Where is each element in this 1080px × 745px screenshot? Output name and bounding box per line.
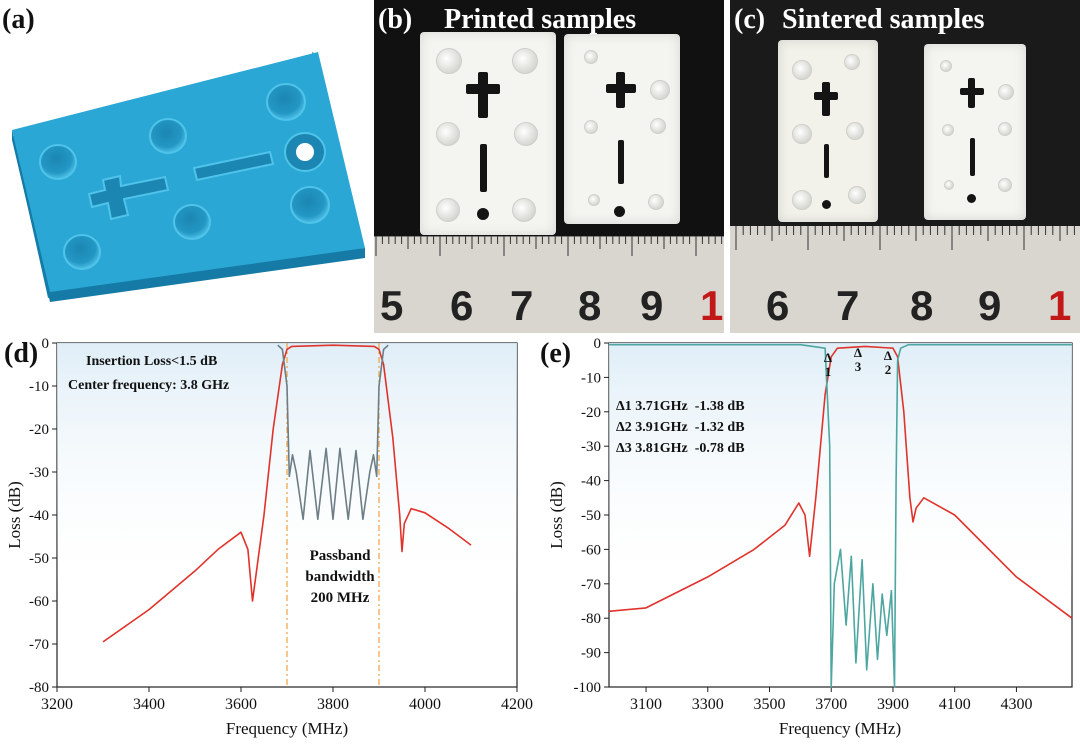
- sintered-samples-photo: 6 7 8 9 1 (c) Sintered samples: [730, 0, 1080, 333]
- x-tick-label: 3900: [877, 696, 909, 713]
- ruler-c-num-9: 9: [978, 282, 1002, 329]
- chart-d-xlabel: Frequency (MHz): [226, 719, 348, 738]
- model-straight-slot: [192, 150, 275, 182]
- chart-d-annotation-insertion-loss: Insertion Loss<1.5 dB: [86, 354, 217, 369]
- y-tick-label: 0: [42, 336, 50, 352]
- marker-3-symbol: Δ: [854, 345, 862, 360]
- ruler-c-num-7: 7: [836, 282, 860, 329]
- x-tick-label: 3800: [317, 696, 349, 713]
- y-tick-label: 0: [594, 336, 602, 352]
- ruler-c-num-10: 1: [1048, 282, 1072, 329]
- y-tick-label: -30: [581, 439, 601, 455]
- panel-b-title: Printed samples: [444, 4, 637, 35]
- y-tick-label: -60: [581, 542, 601, 558]
- printed-sample-right: [564, 34, 680, 224]
- sintered-sample-right: [924, 44, 1026, 220]
- ruler-c-num-8: 8: [910, 282, 934, 329]
- chart-d-annotation-passband-2: bandwidth: [305, 569, 375, 585]
- y-tick-label: -40: [29, 508, 49, 524]
- x-tick-label: 4200: [501, 696, 533, 713]
- x-tick-label: 4300: [1000, 696, 1032, 713]
- y-tick-label: -70: [29, 637, 49, 653]
- x-tick-label: 3200: [41, 696, 73, 713]
- y-tick-label: -80: [29, 680, 49, 696]
- chart-d-annotation-center-frequency: Center frequency: 3.8 GHz: [68, 378, 229, 393]
- panel-c-label: (c): [734, 4, 766, 35]
- x-tick-label: 3600: [225, 696, 257, 713]
- ruler-b-num-6: 6: [450, 282, 474, 329]
- chart-e: 3100 3300 3500 3700 3900 4100 4300 0 -10 -20 -30 -4…: [547, 336, 1073, 738]
- sintered-sample-left: [778, 40, 878, 222]
- x-tick-label: 3500: [754, 696, 786, 713]
- x-tick-label: 3700: [815, 696, 847, 713]
- panel-b-label: (b): [378, 4, 413, 35]
- x-tick-label: 3400: [133, 696, 165, 713]
- ruler-b: 5 6 7 8 9 1: [374, 236, 724, 333]
- y-tick-label: -50: [29, 551, 49, 567]
- chart-d-ylabel: Loss (dB): [5, 481, 24, 549]
- chart-d-annotation-passband-3: 200 MHz: [311, 590, 370, 606]
- y-tick-label: -60: [29, 594, 49, 610]
- chart-e-marker-labels: Δ 1 Δ 3 Δ 2: [824, 345, 892, 379]
- y-tick-label: -10: [581, 370, 601, 386]
- series-line-1: [102, 344, 472, 643]
- ruler-b-num-9: 9: [640, 282, 664, 329]
- marker-3-index: 3: [855, 359, 862, 374]
- chart-d: 3200 3400 3600 3800 4000 4200 0 -10 -20 -30 -40 -50…: [5, 336, 533, 738]
- ruler-b-num-7: 7: [510, 282, 534, 329]
- chart-d-annotation-passband-1: Passband: [310, 548, 372, 564]
- series-line-1: [608, 345, 1073, 619]
- x-tick-label: 4100: [939, 696, 971, 713]
- y-tick-label: -100: [574, 680, 602, 696]
- printed-sample-left: [420, 32, 556, 235]
- panel-a-label: (a): [2, 4, 35, 35]
- y-tick-label: -20: [29, 422, 49, 438]
- y-tick-label: -90: [581, 646, 601, 662]
- x-tick-label: 4000: [409, 696, 441, 713]
- y-tick-label: -80: [581, 611, 601, 627]
- series-line-2: [277, 344, 389, 521]
- series-line-2: [609, 343, 1072, 688]
- chart-e-marker-3-readout: Δ3 3.81GHz -0.78 dB: [616, 441, 745, 456]
- marker-1-index: 1: [825, 364, 832, 379]
- y-tick-label: -10: [29, 379, 49, 395]
- chart-e-marker-1-readout: Δ1 3.71GHz -1.38 dB: [616, 399, 745, 414]
- y-tick-label: -40: [581, 474, 601, 490]
- x-tick-label: 3100: [630, 696, 662, 713]
- chart-e-ylabel: Loss (dB): [547, 481, 566, 549]
- panel-e-label: (e): [540, 338, 572, 369]
- marker-1-symbol: Δ: [824, 350, 832, 365]
- model-holes: [39, 83, 330, 270]
- y-tick-label: -50: [581, 508, 601, 524]
- panel-d-label: (d): [4, 338, 39, 369]
- x-tick-label: 3300: [692, 696, 724, 713]
- y-tick-label: -20: [581, 405, 601, 421]
- filter-3d-model: [12, 52, 365, 302]
- ruler-c: 6 7 8 9 1: [730, 226, 1080, 333]
- printed-samples-photo: 5 6 7 8 9 1 (b) Printed samples: [374, 0, 724, 333]
- y-tick-label: -30: [29, 465, 49, 481]
- ruler-b-num-8: 8: [578, 282, 602, 329]
- panel-c-title: Sintered samples: [782, 4, 985, 35]
- chart-e-marker-2-readout: Δ2 3.91GHz -1.32 dB: [616, 420, 745, 435]
- chart-e-xlabel: Frequency (MHz): [779, 719, 901, 738]
- marker-2-symbol: Δ: [884, 348, 892, 363]
- ruler-c-num-6: 6: [766, 282, 790, 329]
- ruler-b-num-5: 5: [380, 282, 404, 329]
- ruler-b-num-10: 1: [700, 282, 724, 329]
- model-cross-slot: [87, 174, 170, 221]
- marker-2-index: 2: [885, 362, 892, 377]
- y-tick-label: -70: [581, 577, 601, 593]
